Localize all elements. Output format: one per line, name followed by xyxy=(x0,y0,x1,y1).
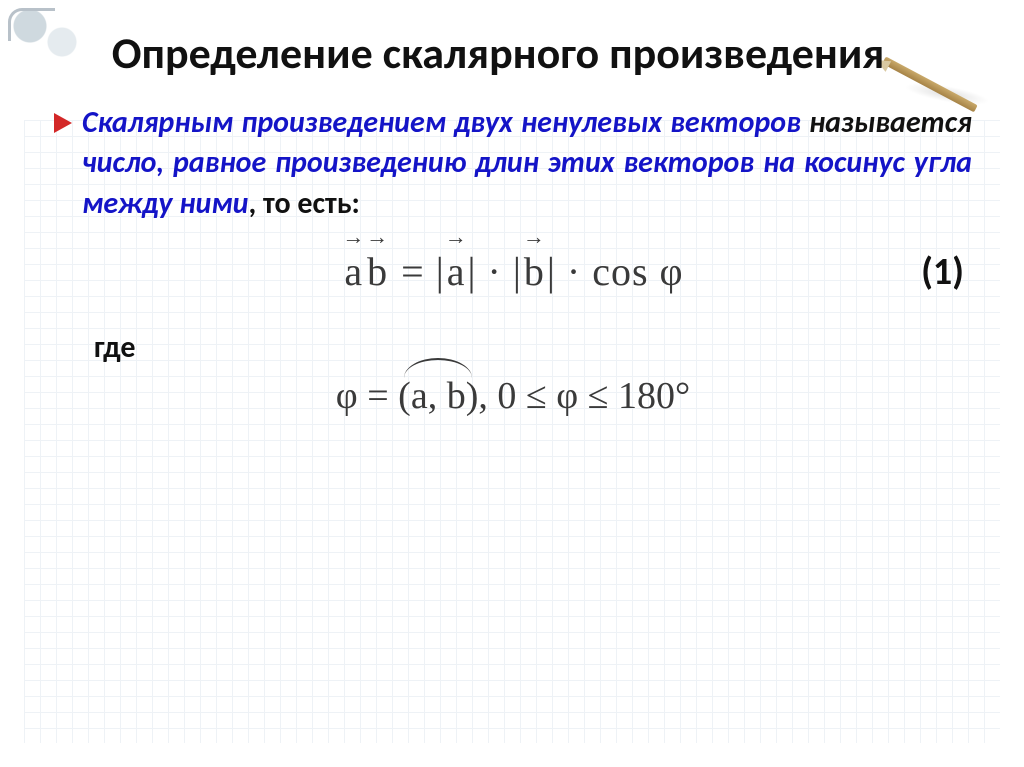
equation-number: (1) xyxy=(921,249,964,295)
bar-open-b: | xyxy=(513,249,522,294)
formula-2: φ = (a, b), 0 ≤ φ ≤ 180° xyxy=(336,374,690,418)
vec-b: b xyxy=(365,248,390,295)
vec-a: a xyxy=(342,248,365,295)
abs-vec-b: b xyxy=(522,248,547,295)
dot-2: · xyxy=(556,249,592,294)
paren-close: ) xyxy=(466,375,479,417)
angle-arc: (a, b) xyxy=(398,374,478,418)
formula-1: ab = |a| · |b| · cos φ xyxy=(342,248,683,295)
range-rhs: ≤ 180° xyxy=(578,375,690,417)
definition-highlight-1: Скалярным произведением двух ненулевых в… xyxy=(82,104,801,141)
where-label: где xyxy=(94,329,972,366)
range-lhs: 0 ≤ xyxy=(497,375,556,417)
angle-comma: , xyxy=(428,375,447,417)
bar-close-a: | xyxy=(467,249,476,294)
slide-content: Скалярным произведением двух ненулевых в… xyxy=(54,103,972,419)
definition-body-1: называется xyxy=(801,104,972,141)
definition-highlight-2: число, равное произведению длин этих век… xyxy=(82,144,972,222)
definition-block: Скалярным произведением двух ненулевых в… xyxy=(54,103,972,225)
bullet-icon xyxy=(54,113,72,133)
slide: Определение скалярного произведения Скал… xyxy=(0,0,1024,767)
phi-3: φ xyxy=(556,375,578,417)
formula-2-row: φ = (a, b), 0 ≤ φ ≤ 180° xyxy=(54,374,972,418)
eq-2: = xyxy=(358,375,398,417)
definition-tail: , то есть: xyxy=(248,185,359,222)
phi-1: φ xyxy=(660,249,684,294)
sep: , xyxy=(478,375,497,417)
bar-open-a: | xyxy=(436,249,445,294)
eq-sign: = xyxy=(390,249,436,294)
slide-title: Определение скалярного произведения xyxy=(68,28,928,79)
angle-vec-b: b xyxy=(447,375,466,417)
dot-1: · xyxy=(477,249,513,294)
phi-2: φ xyxy=(336,375,358,417)
definition-text: Скалярным произведением двух ненулевых в… xyxy=(82,103,972,225)
paren-open: ( xyxy=(398,375,411,417)
formula-1-row: ab = |a| · |b| · cos φ (1) xyxy=(54,248,972,295)
bar-close-b: | xyxy=(547,249,556,294)
abs-vec-a: a xyxy=(445,248,468,295)
cos-label: cos xyxy=(592,249,659,294)
angle-vec-a: a xyxy=(411,375,428,417)
